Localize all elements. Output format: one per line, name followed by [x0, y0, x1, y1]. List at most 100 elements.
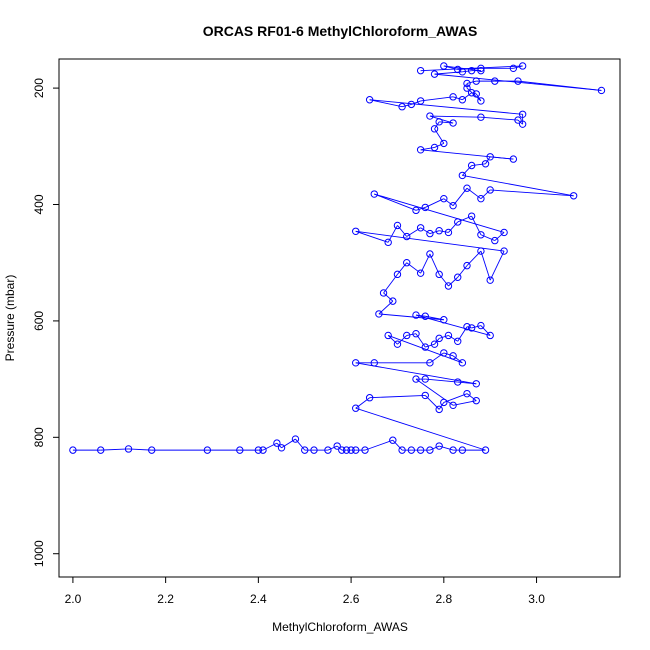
data-point — [324, 446, 332, 454]
series-line-segment — [439, 335, 449, 339]
data-point — [338, 446, 346, 454]
data-point — [430, 143, 439, 152]
series-line-segment — [420, 147, 435, 151]
data-point — [370, 359, 378, 367]
series-line-segment — [466, 326, 472, 329]
data-point — [518, 120, 527, 128]
series-line-segment — [462, 165, 472, 176]
series-line-segment — [355, 397, 370, 409]
data-point — [416, 97, 425, 105]
data-point — [458, 96, 467, 104]
series-line-segment — [369, 99, 403, 108]
y-tick-label: 600 — [32, 311, 46, 331]
data-point — [421, 203, 429, 212]
series-line-segment — [415, 333, 426, 348]
series-line-segment — [406, 227, 421, 237]
data-point — [347, 446, 355, 454]
series — [69, 62, 606, 454]
series-line-segment — [480, 189, 491, 200]
data-point — [310, 446, 318, 454]
data-point — [449, 119, 457, 127]
series-line-segment — [452, 355, 463, 364]
data-point — [454, 65, 462, 74]
data-point — [365, 96, 374, 104]
series-line-segment — [439, 121, 454, 124]
data-point — [384, 331, 392, 340]
data-point — [518, 62, 527, 70]
series-line-segment — [369, 99, 523, 115]
data-point — [203, 446, 212, 454]
data-point — [69, 446, 77, 454]
data-point — [477, 231, 485, 239]
data-point — [449, 446, 457, 454]
series-line-segment — [327, 445, 338, 451]
series-line-segment — [462, 92, 472, 101]
series-line-segment — [425, 343, 435, 348]
x-tick-label: 2.6 — [343, 592, 360, 606]
data-point — [440, 194, 448, 203]
data-point — [435, 118, 443, 126]
series-line-segment — [397, 335, 408, 345]
data-point — [333, 442, 341, 450]
series-line-segment — [415, 314, 426, 317]
data-point — [416, 224, 425, 232]
data-point — [514, 77, 522, 85]
data-point — [435, 442, 443, 450]
y-tick-label: 800 — [32, 427, 46, 447]
data-point — [467, 161, 476, 170]
x-axis: 2.0 2.2 2.4 2.6 2.8 3.0 — [65, 577, 545, 606]
series-line-segment — [452, 96, 463, 101]
data-point — [458, 359, 467, 367]
series-line-segment — [420, 65, 523, 72]
data-point — [440, 139, 448, 148]
data-point — [440, 349, 448, 357]
x-tick-label: 2.4 — [250, 592, 267, 606]
data-point — [416, 146, 425, 154]
series-line-segment — [364, 439, 393, 451]
data-point — [254, 446, 263, 454]
data-point — [352, 446, 360, 454]
data-point — [236, 446, 244, 454]
data-point — [412, 311, 420, 319]
data-point — [569, 192, 578, 200]
series-line-segment — [448, 276, 459, 287]
data-point — [407, 100, 416, 109]
data-point — [416, 269, 425, 277]
data-point — [259, 446, 267, 454]
data-point — [421, 312, 429, 320]
data-point — [449, 201, 457, 210]
series-line-segment — [401, 103, 412, 108]
data-point — [463, 184, 471, 192]
series-line-segment — [420, 227, 431, 234]
data-point — [430, 340, 439, 348]
x-tick-label: 2.8 — [435, 592, 452, 606]
data-point — [467, 66, 476, 75]
series-line-segment — [485, 156, 491, 165]
data-point — [477, 66, 485, 75]
y-tick-label: 400 — [32, 194, 46, 214]
series-line-segment — [466, 393, 477, 402]
data-point — [444, 331, 453, 340]
data-point — [477, 113, 485, 121]
data-point — [124, 445, 133, 453]
data-point — [500, 228, 508, 237]
axes: 2.0 2.2 2.4 2.6 2.8 3.0 200 400 600 800 1000 — [32, 58, 621, 606]
data-point — [416, 66, 425, 75]
data-point — [389, 436, 397, 444]
data-point — [472, 90, 480, 98]
data-point — [491, 77, 499, 85]
series-line-segment — [480, 325, 491, 336]
data-point — [481, 160, 490, 168]
data-point — [481, 446, 490, 454]
series-line-segment — [392, 439, 403, 451]
series-layer — [69, 62, 606, 454]
series-line-segment — [374, 193, 505, 233]
data-point — [518, 110, 527, 118]
series-line-segment — [429, 445, 440, 451]
data-point — [375, 310, 383, 318]
series-line-segment — [443, 352, 454, 357]
series-line-segment — [406, 333, 417, 336]
data-point — [463, 323, 471, 331]
series-line-segment — [355, 230, 389, 243]
data-point — [370, 190, 378, 198]
